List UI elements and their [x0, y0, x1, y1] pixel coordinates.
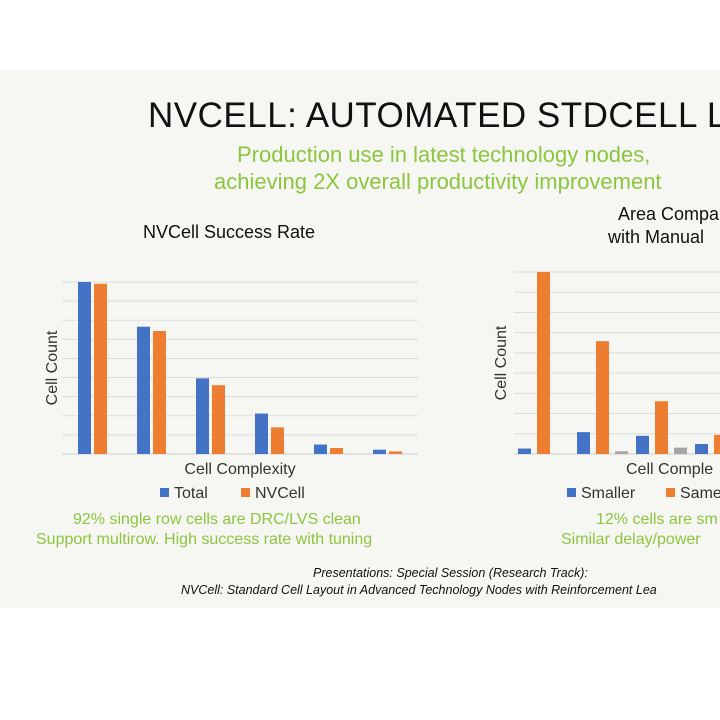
bar-smaller-1: [518, 448, 531, 454]
left-note-1: 92% single row cells are DRC/LVS clean: [73, 511, 361, 528]
bar-smaller-3: [636, 435, 649, 454]
left-chart-title: NVCell Success Rate: [143, 222, 316, 242]
y-axis-label: Cell Count: [493, 325, 510, 400]
bar-same-4: [714, 434, 720, 454]
legend-swatch-total: [160, 488, 169, 497]
right-chart-title-line-2: with Manual: [608, 227, 705, 247]
bar-nvcell-2: [153, 331, 166, 454]
bar-nvcell-1: [94, 283, 107, 454]
bar-series-2-3: [674, 447, 687, 454]
bar-nvcell-4: [271, 427, 284, 454]
bar-nvcell-5: [330, 447, 343, 454]
legend-swatch-same: [666, 488, 675, 497]
legend-label-smaller: Smaller: [581, 485, 636, 502]
bar-total-4: [255, 413, 268, 454]
slide-title: NVCELL: AUTOMATED STDCELL LAYO: [148, 96, 720, 135]
right-note-1: 12% cells are sm: [596, 511, 718, 528]
legend-label-same: Same: [680, 485, 720, 502]
subtitle-line-1: Production use in latest technology node…: [237, 142, 651, 167]
bar-total-5: [314, 444, 327, 454]
bar-same-2: [596, 341, 609, 454]
footer-line-2: NVCell: Standard Cell Layout in Advanced…: [181, 583, 657, 597]
legend-label-nvcell: NVCell: [255, 485, 305, 502]
bar-total-6: [373, 449, 386, 454]
right-bar-chart: Cell Count Cell Comple Smaller Same: [493, 271, 720, 502]
slide: NVCELL: AUTOMATED STDCELL LAYO Productio…: [0, 70, 720, 608]
left-bar-chart: Cell Count Cell Complexity Total NVCell: [44, 281, 418, 502]
legend-label-total: Total: [174, 485, 208, 502]
bar-total-2: [137, 326, 150, 454]
bar-nvcell-3: [212, 385, 225, 454]
bar-total-3: [196, 378, 209, 454]
x-axis-label: Cell Complexity: [184, 461, 295, 478]
bar-series-2-2: [615, 451, 628, 454]
right-note-2: Similar delay/power: [561, 531, 701, 548]
bar-same-1: [537, 272, 550, 454]
left-note-2: Support multirow. High success rate with…: [36, 531, 373, 548]
bar-smaller-4: [695, 443, 708, 454]
y-axis-label: Cell Count: [44, 330, 61, 405]
bar-same-3: [655, 401, 668, 454]
legend-swatch-nvcell: [241, 488, 250, 497]
bar-total-1: [78, 282, 91, 454]
bar-smaller-2: [577, 432, 590, 454]
footer-line-1: Presentations: Special Session (Research…: [313, 566, 588, 580]
legend-swatch-smaller: [567, 488, 576, 497]
bar-nvcell-6: [389, 451, 402, 454]
x-axis-label: Cell Comple: [626, 461, 713, 478]
right-chart-title-line-1: Area Compa: [618, 204, 720, 224]
subtitle-line-2: achieving 2X overall productivity improv…: [214, 169, 662, 194]
